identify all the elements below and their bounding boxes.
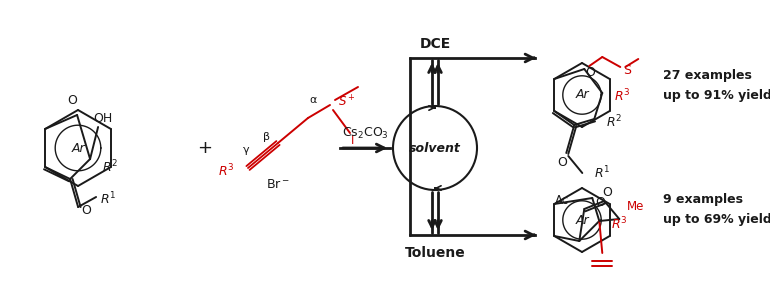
Text: O: O: [602, 187, 612, 200]
Text: up to 69% yield: up to 69% yield: [663, 214, 770, 226]
Text: Ar: Ar: [71, 142, 85, 154]
Text: DCE: DCE: [420, 37, 450, 51]
Text: $R^2$: $R^2$: [606, 114, 622, 130]
Text: Toluene: Toluene: [404, 246, 465, 260]
Text: β: β: [263, 132, 270, 142]
Text: Cs$_2$CO$_3$: Cs$_2$CO$_3$: [342, 125, 388, 141]
Text: O: O: [585, 66, 595, 79]
Text: α: α: [310, 95, 316, 105]
Text: $S^+$: $S^+$: [338, 94, 356, 110]
Text: $R^3$: $R^3$: [611, 216, 628, 232]
Text: O: O: [557, 156, 567, 169]
Text: Me: Me: [628, 200, 644, 214]
Text: $R^1$: $R^1$: [594, 165, 611, 181]
Text: Ac: Ac: [555, 195, 569, 207]
Text: up to 91% yield: up to 91% yield: [663, 88, 770, 101]
Text: γ: γ: [243, 145, 249, 155]
Text: solvent: solvent: [409, 142, 461, 154]
Text: 27 examples: 27 examples: [663, 69, 752, 81]
Text: O: O: [595, 197, 605, 209]
Text: O: O: [67, 95, 77, 108]
Text: +: +: [197, 139, 213, 157]
Text: $R^3$: $R^3$: [614, 88, 631, 104]
Text: OH: OH: [93, 113, 112, 125]
Text: O: O: [81, 204, 91, 217]
Text: Ar: Ar: [575, 88, 589, 101]
Text: $R^2$: $R^2$: [102, 159, 118, 175]
Text: Ar: Ar: [575, 214, 589, 226]
Text: S: S: [623, 64, 631, 76]
Text: Br$^-$: Br$^-$: [266, 178, 290, 192]
Text: $R^1$: $R^1$: [100, 191, 116, 207]
Text: I: I: [351, 134, 355, 147]
Text: 9 examples: 9 examples: [663, 193, 743, 207]
Text: $R^3$: $R^3$: [218, 163, 234, 179]
